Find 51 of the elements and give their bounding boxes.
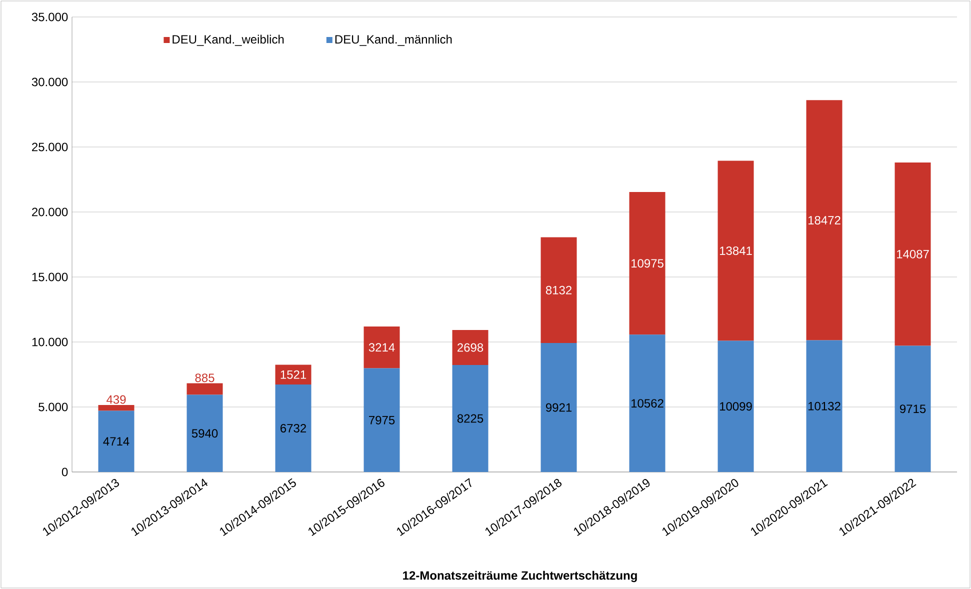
bar <box>364 368 400 472</box>
legend-label: DEU_Kand._weiblich <box>172 34 284 46</box>
bar <box>540 237 577 344</box>
bar <box>718 160 754 341</box>
data-label: 10562 <box>632 399 664 408</box>
bar <box>452 365 488 472</box>
bar <box>718 340 754 472</box>
data-label: 13841 <box>720 246 752 255</box>
y-tick-label: 5.000 <box>38 402 68 412</box>
data-label: 7975 <box>369 416 395 424</box>
data-label: 439 <box>106 395 126 404</box>
bar <box>275 364 312 384</box>
bar <box>806 340 842 472</box>
data-label: 9715 <box>900 404 926 414</box>
data-label: 1521 <box>280 370 306 379</box>
bar <box>629 334 666 472</box>
legend-label: DEU_Kand._männlich <box>335 34 452 46</box>
y-tick-label: 10.000 <box>32 338 68 346</box>
bar <box>275 384 312 472</box>
bar <box>364 326 400 368</box>
bar <box>98 410 134 472</box>
y-tick-label: 15.000 <box>32 272 68 282</box>
data-label: 6732 <box>280 424 306 432</box>
bar <box>894 346 931 472</box>
y-tick-label: 25.000 <box>32 142 68 152</box>
bar <box>629 192 666 335</box>
data-label: 10099 <box>720 402 752 411</box>
bar <box>806 100 842 340</box>
bar <box>540 343 577 472</box>
data-label: 5940 <box>192 429 218 438</box>
bar <box>98 404 134 411</box>
data-label: 3214 <box>368 343 395 352</box>
bar <box>186 383 223 395</box>
bar <box>452 330 488 366</box>
data-label: 10975 <box>632 259 664 268</box>
data-label: 9921 <box>546 403 572 412</box>
y-tick-label: 35.000 <box>32 12 68 22</box>
data-label: 10132 <box>808 402 840 410</box>
data-label: 8225 <box>457 414 484 423</box>
bar <box>186 394 223 472</box>
y-tick-label: 0 <box>62 468 68 476</box>
bar <box>894 162 931 346</box>
data-label: 18472 <box>808 216 840 224</box>
y-tick-label: 20.000 <box>32 208 68 216</box>
data-label: 885 <box>195 374 214 382</box>
data-label: 2698 <box>458 343 484 352</box>
data-label: 4714 <box>103 437 130 446</box>
y-tick-label: 30.000 <box>32 78 68 86</box>
data-label: 8132 <box>546 286 572 294</box>
x-axis-title: 12-Monatszeiträume Zuchtwertschätzung <box>403 570 637 582</box>
data-label: 14087 <box>897 250 929 258</box>
